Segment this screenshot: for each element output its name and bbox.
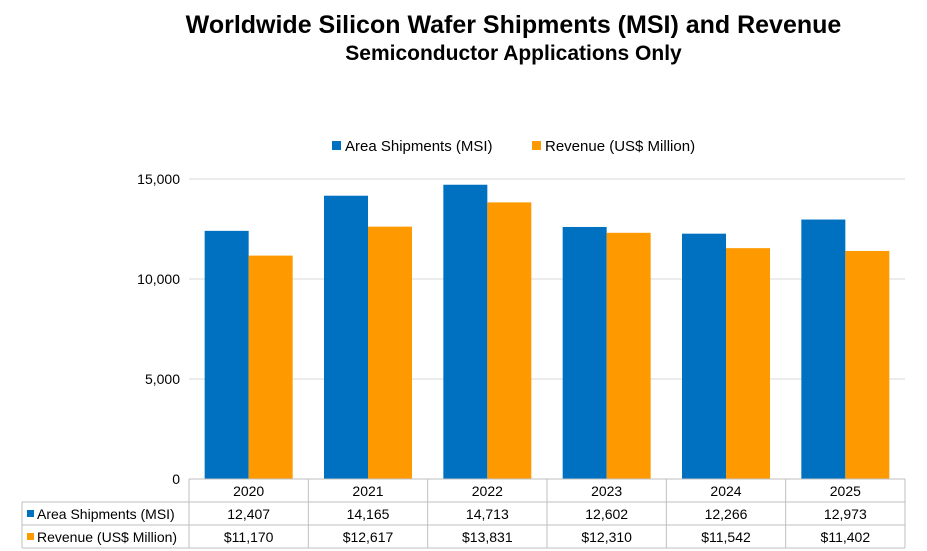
- x-tick-label-2024: 2024: [710, 483, 741, 499]
- legend-entry-1: Revenue (US$ Million): [545, 138, 695, 155]
- data-label-s0-2024: 12,266: [705, 506, 748, 522]
- table-legend-key-1: [27, 533, 34, 540]
- data-label-s0-2020: 12,407: [227, 506, 270, 522]
- bar-s0-2024: [682, 233, 726, 479]
- data-label-s1-2021: $12,617: [343, 529, 394, 545]
- bar-s1-2020: [248, 255, 293, 479]
- bar-s0-2020: [204, 230, 249, 479]
- axis-layer: 0 5,000 10,000 15,000: [137, 171, 180, 487]
- chart-subtitle: Semiconductor Applications Only: [345, 42, 682, 65]
- bar-s0-2025: [801, 219, 846, 480]
- data-label-s0-2021: 14,165: [347, 506, 390, 522]
- legend-entry-0: Area Shipments (MSI): [345, 138, 493, 155]
- y-tick-label-2: 10,000: [137, 271, 180, 287]
- grid-layer: [189, 178, 905, 380]
- x-tick-label-2022: 2022: [472, 483, 503, 499]
- chart-title: Worldwide Silicon Wafer Shipments (MSI) …: [185, 11, 842, 39]
- data-label-s1-2020: $11,170: [224, 529, 274, 545]
- table-series-name-1: Revenue (US$ Million): [37, 529, 177, 545]
- x-tick-label-2023: 2023: [591, 483, 622, 499]
- data-label-s0-2025: 12,973: [824, 506, 867, 522]
- data-label-s1-2023: $12,310: [581, 529, 632, 545]
- y-tick-label-1: 5,000: [145, 371, 180, 387]
- y-tick-label-3: 15,000: [137, 171, 180, 187]
- x-tick-label-2021: 2021: [352, 483, 383, 499]
- bar-s1-2024: [726, 248, 770, 479]
- table-legend-key-0: [27, 510, 34, 517]
- legend-key-1: [532, 141, 541, 150]
- legend-layer: Area Shipments (MSI) Revenue (US$ Million…: [332, 138, 695, 155]
- y-tick-label-0: 0: [172, 471, 180, 487]
- bar-s0-2023: [562, 226, 607, 479]
- bar-s0-2022: [443, 184, 488, 480]
- x-tick-label-2025: 2025: [830, 483, 861, 499]
- data-label-s1-2022: $13,831: [462, 529, 513, 545]
- data-label-s1-2024: $11,542: [701, 529, 751, 545]
- chart-title-block: Worldwide Silicon Wafer Shipments (MSI) …: [0, 10, 927, 68]
- bar-layer: [204, 184, 890, 480]
- bar-s0-2021: [324, 195, 368, 479]
- legend-key-0: [332, 141, 341, 150]
- data-label-s1-2025: $11,402: [821, 529, 871, 545]
- bar-s1-2023: [606, 232, 651, 479]
- bar-s1-2025: [845, 250, 890, 479]
- bar-s1-2022: [487, 202, 532, 479]
- table-series-name-0: Area Shipments (MSI): [37, 506, 175, 522]
- data-label-s0-2022: 14,713: [466, 506, 509, 522]
- bar-s1-2021: [368, 226, 412, 479]
- table-layer: 2020 2021 2022 2023 2024 2025 Area Shipments (…: [21, 478, 906, 549]
- x-tick-label-2020: 2020: [233, 483, 264, 499]
- data-label-s0-2023: 12,602: [585, 506, 628, 522]
